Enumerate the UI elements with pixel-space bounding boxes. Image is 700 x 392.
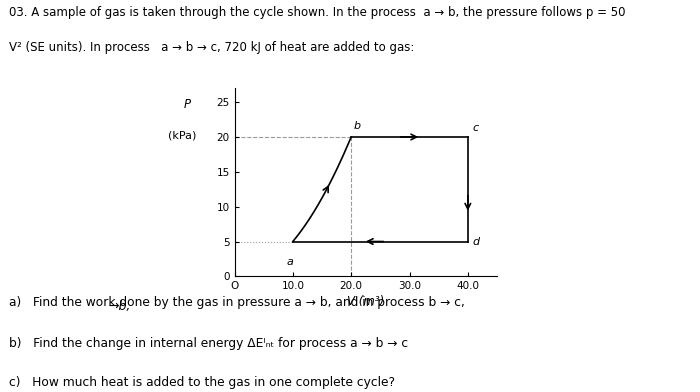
Text: d: d: [473, 236, 480, 247]
X-axis label: V (m³): V (m³): [347, 296, 384, 309]
Text: a: a: [286, 257, 293, 267]
Text: a)   Find the work done by the gas in pressure a → b, and in process b → c,: a) Find the work done by the gas in pres…: [9, 296, 465, 309]
Text: V² (SE units). In process   a → b → c, 720 kJ of heat are added to gas:: V² (SE units). In process a → b → c, 720…: [9, 41, 414, 54]
Text: c: c: [473, 123, 479, 134]
Text: c)   How much heat is added to the gas in one complete cycle?: c) How much heat is added to the gas in …: [9, 376, 395, 389]
Text: P: P: [183, 98, 191, 111]
Text: (kPa): (kPa): [168, 131, 196, 141]
Text: →b,: →b,: [108, 300, 131, 313]
Text: 03. A sample of gas is taken through the cycle shown. In the process  a → b, the: 03. A sample of gas is taken through the…: [9, 6, 626, 19]
Text: b: b: [354, 122, 361, 131]
Text: b)   Find the change in internal energy ΔEᴵₙₜ for process a → b → c: b) Find the change in internal energy ΔE…: [9, 337, 408, 350]
